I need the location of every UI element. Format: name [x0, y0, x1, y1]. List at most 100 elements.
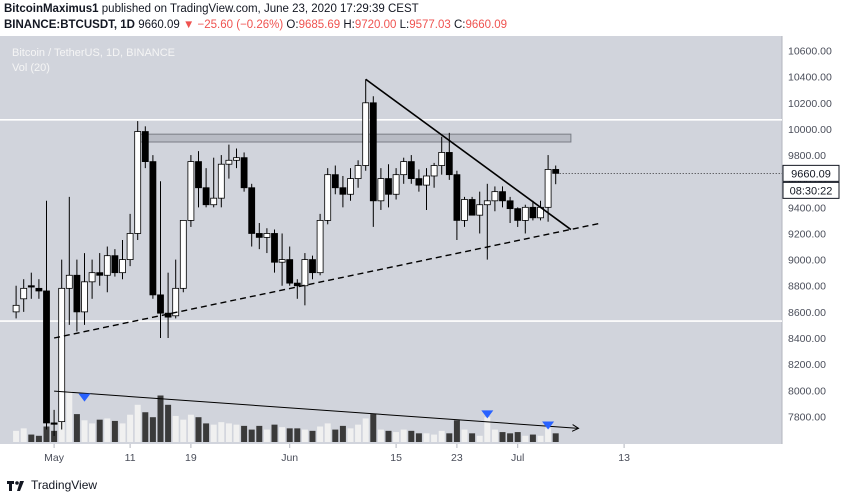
volume-bar [529, 434, 536, 442]
volume-bar [28, 434, 35, 442]
descending-trendline [365, 78, 572, 231]
price-change: ▼ −25.60 (−0.26%) [182, 19, 284, 31]
price-tick-label: 10000.00 [788, 124, 832, 136]
volume-bar [370, 414, 377, 442]
candle-body [415, 178, 423, 186]
candle-body [324, 174, 332, 221]
volume-bar [324, 423, 331, 442]
author-link[interactable]: BitcoinMaximus1 [4, 3, 99, 15]
candle-body [385, 178, 392, 195]
volume-bar [111, 420, 118, 442]
legend-title: Bitcoin / TetherUS, 1D, BINANCE [12, 47, 175, 59]
high-value: 9720.00 [354, 19, 397, 31]
candle-body [552, 169, 560, 174]
candle-body [476, 204, 484, 216]
ohlc-line: BINANCE:BTCUSDT, 1D 9660.09 ▼ −25.60 (−0… [4, 19, 507, 31]
candle-body [347, 178, 354, 195]
price-tick-label: 8000.00 [788, 385, 826, 397]
volume-bar [89, 423, 96, 442]
volume-marker-triangle [481, 410, 494, 419]
candle-body [445, 152, 453, 176]
publish-info: BitcoinMaximus1 published on TradingView… [4, 3, 419, 15]
candle-body [35, 287, 43, 292]
volume-bar [157, 395, 164, 442]
volume-bar [195, 417, 202, 442]
volume-trendline [54, 390, 579, 429]
candle-body [331, 174, 339, 189]
volume-bar [431, 434, 438, 442]
volume-bar [301, 429, 308, 442]
price-tick-label: 10400.00 [788, 72, 832, 84]
candle-body [134, 131, 142, 234]
candle-body [506, 200, 514, 210]
candle-body [430, 165, 438, 177]
candle-body [240, 157, 248, 189]
volume-bar [537, 435, 544, 442]
volume-bar [104, 418, 111, 442]
countdown-value: 08:30:22 [790, 185, 833, 197]
price-tick-label: 8200.00 [788, 359, 826, 371]
candle-body [149, 161, 157, 296]
candle-body [514, 208, 522, 221]
candle-body [119, 259, 126, 274]
legend-vol: Vol (20) [12, 62, 50, 74]
volume-bar [134, 404, 141, 442]
price-chart[interactable]: Bitcoin / TetherUS, 1D, BINANCE Vol (20)… [0, 36, 850, 472]
tradingview-logo-icon [7, 480, 24, 491]
time-tick-label: 23 [451, 452, 463, 464]
header: BitcoinMaximus1 published on TradingView… [0, 0, 850, 36]
volume-bar [355, 424, 362, 442]
close-value: 9660.09 [465, 19, 508, 31]
price-tick-label: 10200.00 [788, 98, 832, 110]
price-axis[interactable]: 10600.00 10400.00 10200.00 10000.00 9800.00 9… [788, 46, 832, 424]
time-tick-label: 11 [125, 452, 136, 464]
candle-body [88, 272, 96, 283]
candle-body [248, 187, 256, 234]
symbol: BINANCE:BTCUSDT, 1D [4, 19, 135, 31]
volume-bar [119, 423, 126, 442]
volume-bar [514, 432, 521, 442]
volume-bar [385, 430, 392, 442]
candle-body [521, 206, 529, 221]
volume-bar [286, 428, 293, 442]
candle-body [293, 282, 301, 287]
volume-bar [294, 428, 301, 442]
volume-bar [225, 423, 232, 442]
volume-bar [96, 419, 103, 442]
price-tick-label: 8600.00 [788, 307, 826, 319]
volume-bar [453, 420, 460, 442]
candle-body [210, 197, 218, 206]
candle-body [529, 206, 537, 219]
candle-body [65, 274, 73, 289]
publish-text: published on TradingView.com, June 23, 2… [98, 3, 419, 15]
volume-bar [279, 427, 286, 442]
candle-body [27, 285, 35, 288]
volume-marker-triangle [78, 393, 91, 402]
volume-bars [13, 383, 559, 442]
volume-bar [149, 417, 156, 442]
volume-bar [203, 423, 210, 442]
volume-bar [35, 435, 42, 442]
time-axis[interactable]: May 11 19 Jun 15 23 Jul 13 [44, 444, 630, 464]
candle-body [263, 233, 271, 238]
volume-bar [415, 433, 422, 442]
candle-body [407, 161, 415, 179]
volume-bar [20, 428, 27, 442]
candle-body [233, 157, 240, 161]
candle-body [202, 187, 210, 206]
price-tick-label: 9000.00 [788, 255, 826, 267]
volume-bar [507, 433, 514, 442]
countdown-badge: 08:30:22 [782, 181, 840, 199]
close-label: C: [454, 19, 466, 31]
price-tick-label: 9400.00 [788, 202, 826, 214]
time-tick-label: 15 [390, 452, 402, 464]
price-tick-label: 9200.00 [788, 228, 826, 240]
volume-bar [552, 433, 559, 442]
candle-body [354, 165, 362, 179]
candle-body [103, 255, 111, 276]
candle-body [217, 163, 225, 199]
tradingview-brand[interactable]: TradingView [6, 478, 97, 492]
candle-body [392, 174, 400, 195]
time-tick-label: Jun [281, 452, 298, 464]
candle-body [309, 259, 316, 274]
